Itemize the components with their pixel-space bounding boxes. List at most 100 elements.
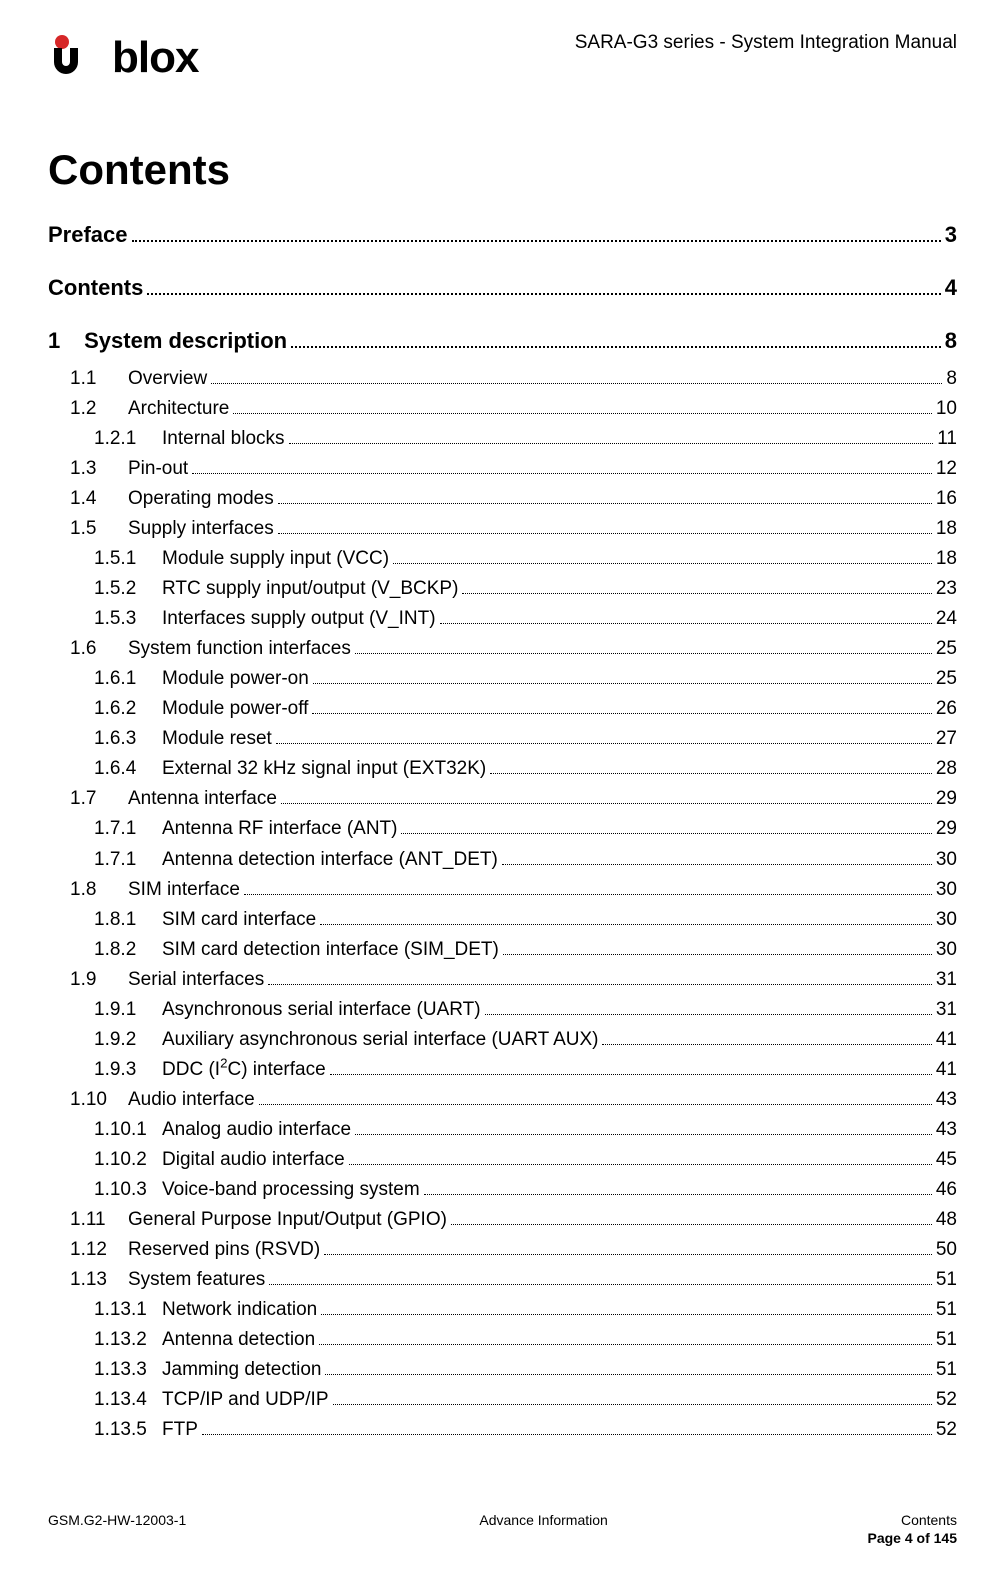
toc-entry[interactable]: 1.13.5FTP 52 [48, 1415, 957, 1445]
toc-leader-dots [462, 577, 931, 594]
toc-entry[interactable]: 1.9.2Auxiliary asynchronous serial inter… [48, 1025, 957, 1055]
toc-page-number: 41 [934, 1025, 957, 1055]
toc-entry[interactable]: 1.6.4External 32 kHz signal input (EXT32… [48, 754, 957, 784]
toc-entry[interactable]: 1.13.4TCP/IP and UDP/IP 52 [48, 1385, 957, 1415]
toc-label: Network indication [162, 1295, 319, 1325]
toc-entry[interactable]: 1 System description 8 [48, 324, 957, 359]
toc-leader-dots [325, 1358, 931, 1375]
toc-label: RTC supply input/output (V_BCKP) [162, 574, 460, 604]
toc-label: FTP [162, 1415, 200, 1445]
toc-label: SIM card detection interface (SIM_DET) [162, 935, 501, 965]
toc-label: Antenna detection interface (ANT_DET) [162, 845, 500, 875]
toc-entry[interactable]: 1.7Antenna interface 29 [48, 784, 957, 814]
toc-entry[interactable]: 1.5.1Module supply input (VCC) 18 [48, 544, 957, 574]
toc-page-number: 51 [934, 1355, 957, 1385]
toc-entry[interactable]: 1.10.1Analog audio interface 43 [48, 1115, 957, 1145]
toc-label: Voice-band processing system [162, 1175, 422, 1205]
toc-label: Module reset [162, 724, 274, 754]
toc-label: System function interfaces [128, 634, 353, 664]
toc-entry[interactable]: 1.8.1SIM card interface 30 [48, 905, 957, 935]
toc-number: 1.10.2 [94, 1145, 162, 1175]
toc-number: 1.5.3 [94, 604, 162, 634]
toc-number: 1.7 [70, 784, 128, 814]
toc-number: 1.13.3 [94, 1355, 162, 1385]
toc-page-number: 30 [934, 935, 957, 965]
toc-leader-dots [244, 877, 932, 894]
toc-entry[interactable]: 1.9.3DDC (I2C) interface 41 [48, 1055, 957, 1085]
toc-leader-dots [485, 997, 932, 1014]
toc-entry[interactable]: 1.8.2SIM card detection interface (SIM_D… [48, 935, 957, 965]
toc-page-number: 31 [934, 965, 957, 995]
toc-page-number: 29 [934, 814, 957, 844]
toc-number: 1.9.1 [94, 995, 162, 1025]
toc-entry[interactable]: Preface 3 [48, 218, 957, 253]
toc-entry[interactable]: 1.5Supply interfaces 18 [48, 514, 957, 544]
toc-entry[interactable]: 1.3Pin-out 12 [48, 454, 957, 484]
toc-leader-dots [276, 727, 932, 744]
toc-leader-dots [451, 1208, 932, 1225]
toc-label: Pin-out [128, 454, 190, 484]
toc-entry[interactable]: 1.9Serial interfaces 31 [48, 965, 957, 995]
toc-page-number: 23 [934, 574, 957, 604]
toc-number: 1.5.1 [94, 544, 162, 574]
toc-entry[interactable]: Contents 4 [48, 271, 957, 306]
toc-number: 1.10.1 [94, 1115, 162, 1145]
toc-label: Antenna interface [128, 784, 279, 814]
toc-label: Overview [128, 364, 209, 394]
toc-entry[interactable]: 1.13.1Network indication 51 [48, 1295, 957, 1325]
toc-number: 1.2 [70, 394, 128, 424]
toc-label: Architecture [128, 394, 231, 424]
toc-entry[interactable]: 1.6.3Module reset 27 [48, 724, 957, 754]
toc-entry[interactable]: 1.7.1Antenna RF interface (ANT) 29 [48, 814, 957, 844]
toc-entry[interactable]: 1.11General Purpose Input/Output (GPIO) … [48, 1205, 957, 1235]
footer-doc-id: GSM.G2-HW-12003-1 [48, 1512, 186, 1528]
toc-page-number: 8 [943, 324, 957, 359]
toc-page-number: 27 [934, 724, 957, 754]
toc-entry[interactable]: 1.2Architecture 10 [48, 394, 957, 424]
toc-page-number: 43 [934, 1115, 957, 1145]
page: blox SARA-G3 series - System Integration… [0, 0, 1005, 1582]
toc-leader-dots [289, 427, 934, 444]
toc-label: System features [128, 1265, 267, 1295]
toc-number: 1.13 [70, 1265, 128, 1295]
toc-number: 1.6.2 [94, 694, 162, 724]
toc-entry[interactable]: 1.8SIM interface 30 [48, 875, 957, 905]
toc-page-number: 50 [934, 1235, 957, 1265]
page-header: blox SARA-G3 series - System Integration… [48, 30, 957, 86]
toc-page-number: 31 [934, 995, 957, 1025]
toc-entry[interactable]: 1.6.1Module power-on 25 [48, 664, 957, 694]
toc-entry[interactable]: 1.1Overview 8 [48, 364, 957, 394]
toc-label: Antenna detection [162, 1325, 317, 1355]
toc-leader-dots [502, 847, 932, 864]
toc-entry[interactable]: 1.5.3Interfaces supply output (V_INT) 24 [48, 604, 957, 634]
toc-number: 1.7.1 [94, 814, 162, 844]
toc-number: 1.13.1 [94, 1295, 162, 1325]
toc-number: 1.1 [70, 364, 128, 394]
toc-entry[interactable]: 1.5.2RTC supply input/output (V_BCKP) 23 [48, 574, 957, 604]
toc-entry[interactable]: 1.7.1Antenna detection interface (ANT_DE… [48, 845, 957, 875]
toc-entry[interactable]: 1.13.3Jamming detection 51 [48, 1355, 957, 1385]
toc-entry[interactable]: 1.9.1Asynchronous serial interface (UART… [48, 995, 957, 1025]
toc-entry[interactable]: 1.13.2Antenna detection 51 [48, 1325, 957, 1355]
toc-leader-dots [319, 1328, 932, 1345]
toc-entry[interactable]: 1.10.2Digital audio interface 45 [48, 1145, 957, 1175]
toc-entry[interactable]: 1.2.1Internal blocks 11 [48, 424, 957, 454]
toc-leader-dots [349, 1148, 932, 1165]
toc-entry[interactable]: 1.12Reserved pins (RSVD) 50 [48, 1235, 957, 1265]
contents-heading: Contents [48, 146, 957, 194]
toc-label: External 32 kHz signal input (EXT32K) [162, 754, 488, 784]
toc-entry[interactable]: 1.4Operating modes 16 [48, 484, 957, 514]
toc-number: 1.13.2 [94, 1325, 162, 1355]
toc-entry[interactable]: 1.10.3Voice-band processing system 46 [48, 1175, 957, 1205]
toc-number: 1.13.4 [94, 1385, 162, 1415]
toc-entry[interactable]: 1.6System function interfaces 25 [48, 634, 957, 664]
ublox-logo-icon [48, 30, 104, 86]
toc-page-number: 26 [934, 694, 957, 724]
toc-entry[interactable]: 1.13System features 51 [48, 1265, 957, 1295]
toc-label: General Purpose Input/Output (GPIO) [128, 1205, 449, 1235]
toc-number: 1.12 [70, 1235, 128, 1265]
toc-page-number: 25 [934, 664, 957, 694]
toc-page-number: 4 [943, 271, 957, 306]
toc-entry[interactable]: 1.10Audio interface 43 [48, 1085, 957, 1115]
toc-entry[interactable]: 1.6.2Module power-off 26 [48, 694, 957, 724]
